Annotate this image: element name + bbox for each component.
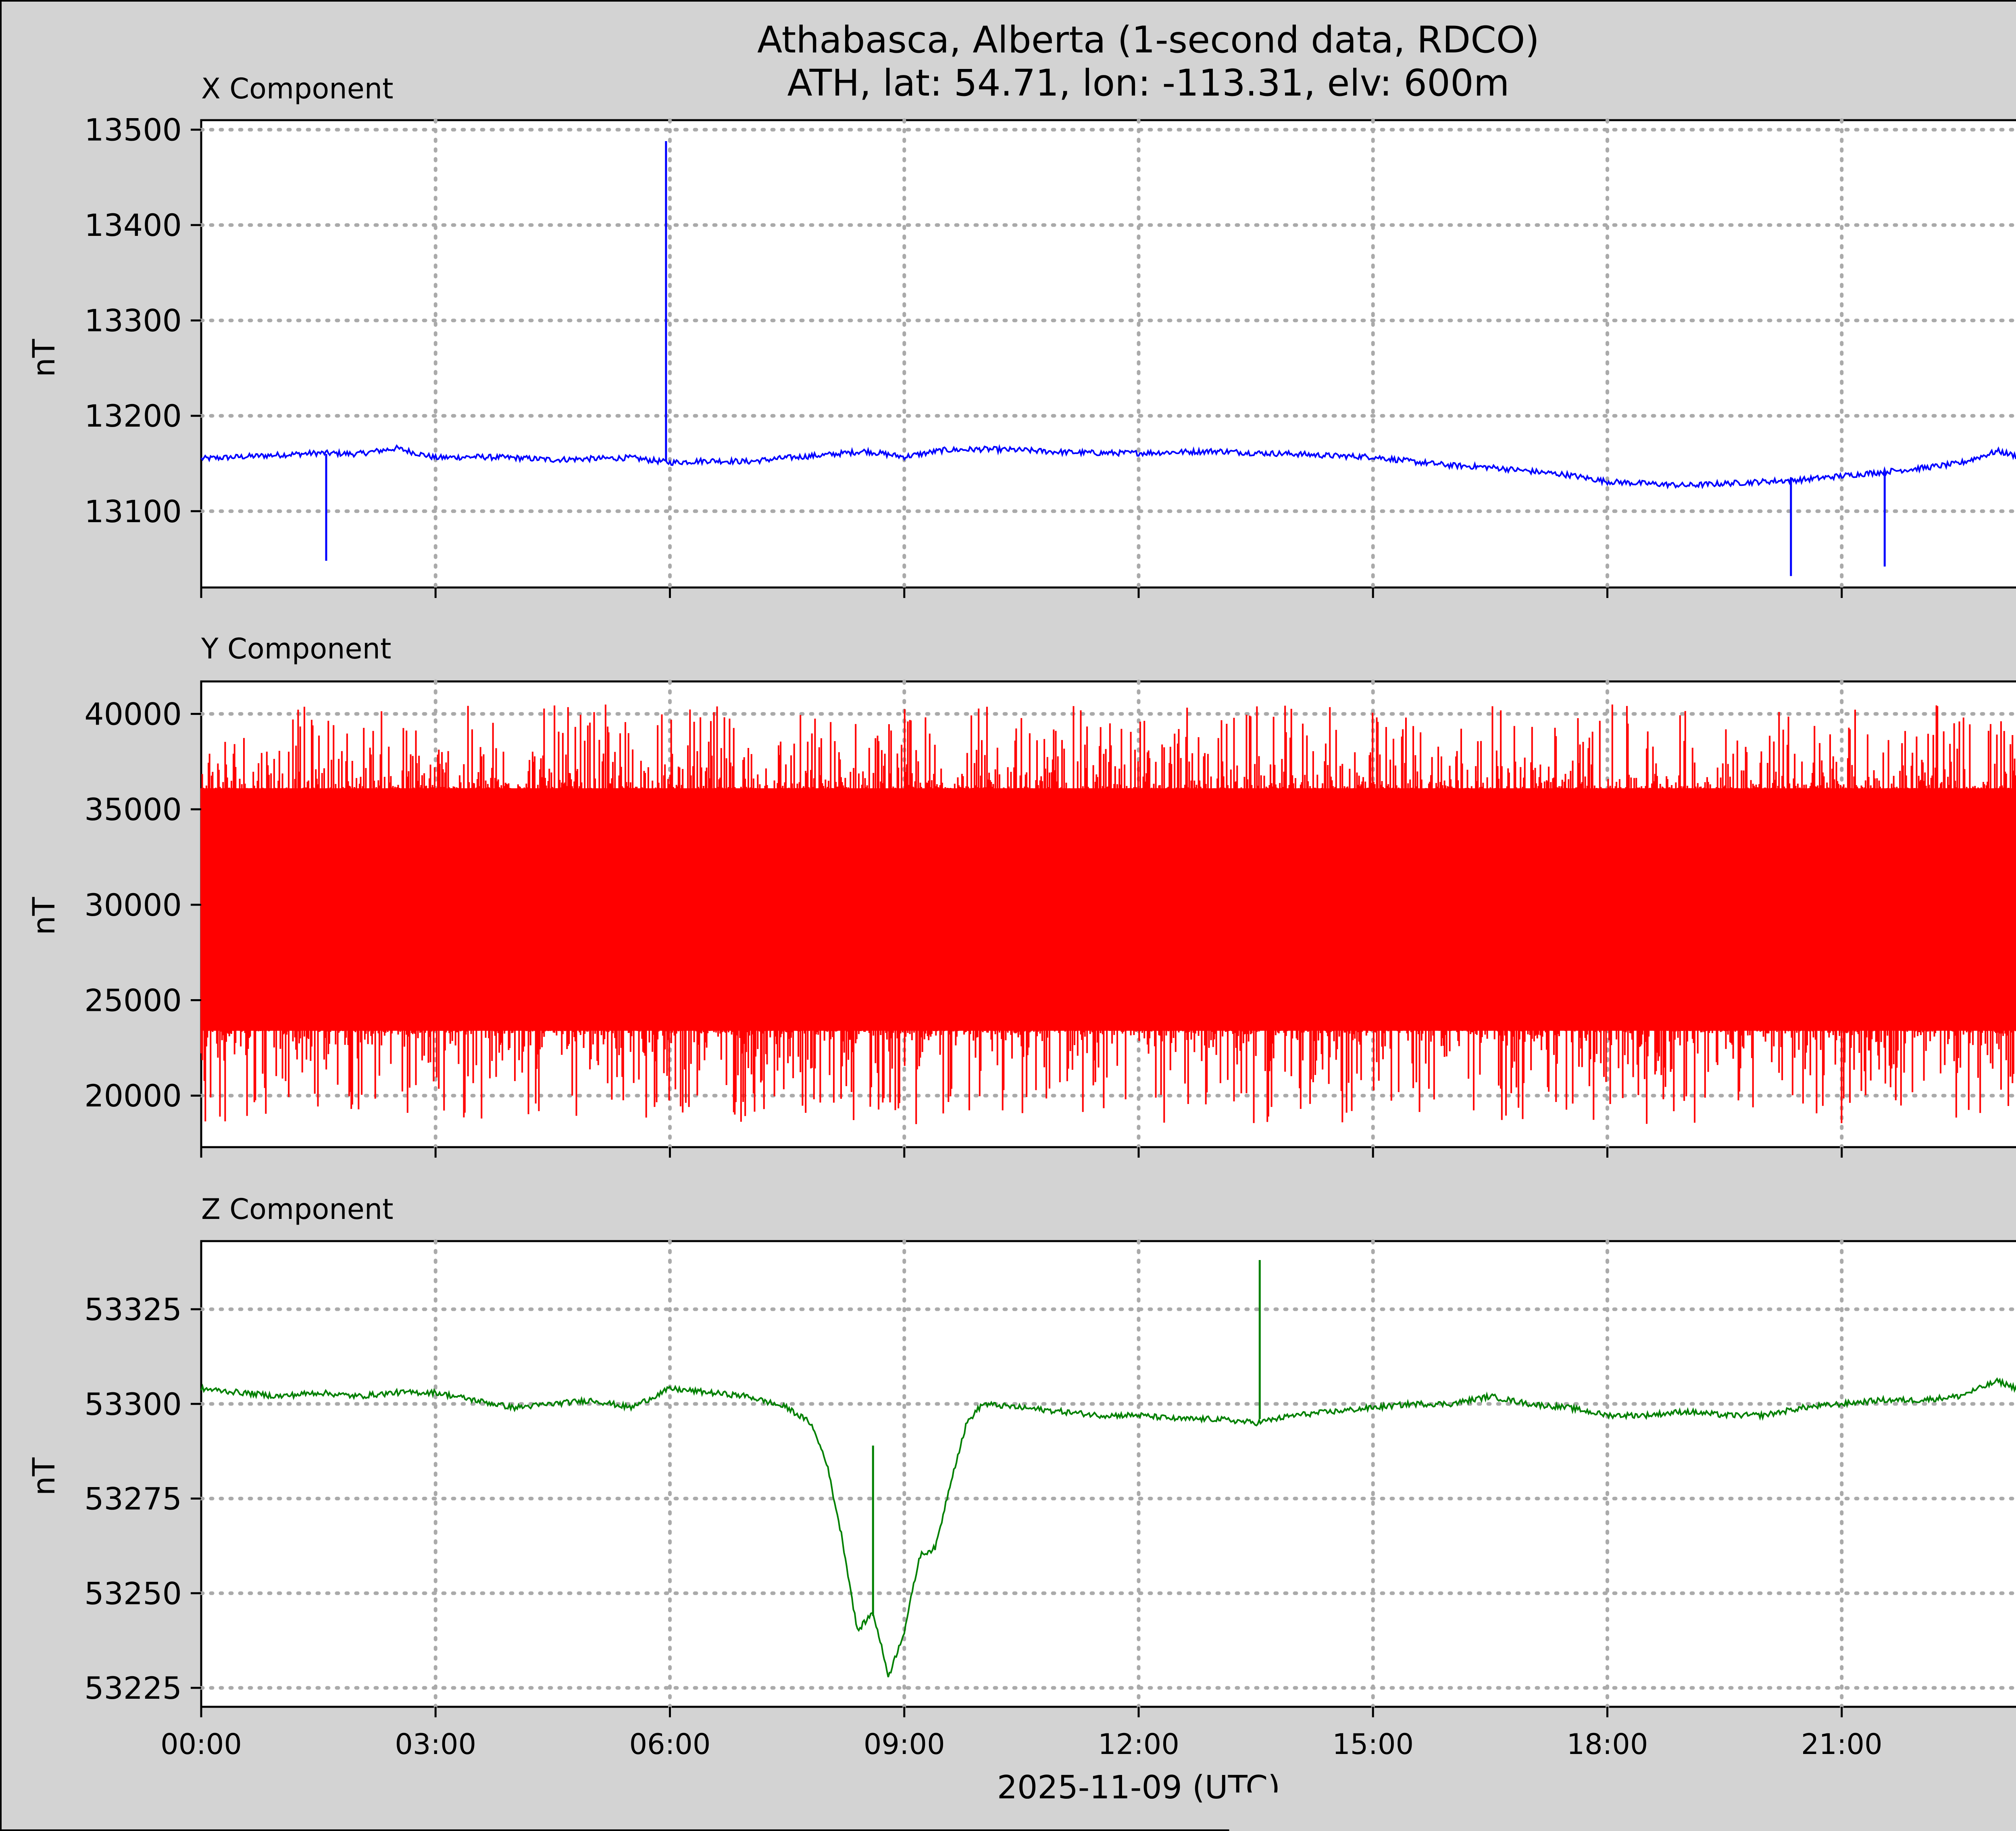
x-component-y-tick-label: 13100: [84, 494, 182, 529]
x-component-title: X Component: [201, 72, 394, 105]
x-tick-label: 06:00: [629, 1728, 711, 1761]
y-component-y-tick-label: 20000: [84, 1078, 182, 1114]
x-tick-label: 09:00: [864, 1728, 945, 1761]
z-component-y-tick-label: 53300: [84, 1386, 182, 1422]
x-component-panel: X Component nT 13100 13200 13300 13400 13500: [26, 72, 2016, 598]
z-component-panel: Z Component nT 53225 53250 53275 53300 53325: [26, 1193, 2016, 1717]
x-component-y-tick-label: 13500: [84, 112, 182, 148]
y-component-y-tick-label: 30000: [84, 887, 182, 923]
x-tick-label: 18:00: [1567, 1728, 1648, 1761]
y-component-panel: Y Component nT 20000 25000 30000 35000 40000: [26, 632, 2016, 1158]
z-component-y-tick-label: 53275: [84, 1481, 182, 1517]
x-axis-label: 2025-11-09 (UTC): [997, 1769, 1280, 1806]
x-component-y-tick-label: 13200: [84, 398, 182, 434]
y-component-title: Y Component: [201, 632, 391, 665]
x-component-ylabel: nT: [26, 339, 62, 377]
figure-title: Athabasca, Alberta (1-second data, RDCO): [757, 19, 1539, 61]
x-tick-label: 12:00: [1098, 1728, 1179, 1761]
y-component-y-tick-label: 25000: [84, 983, 182, 1019]
x-tick-label: 03:00: [395, 1728, 476, 1761]
x-tick-label: 15:00: [1332, 1728, 1414, 1761]
x-tick-label: 21:00: [1801, 1728, 1883, 1761]
y-component-ylabel: nT: [26, 897, 62, 935]
y-component-y-tick-label: 35000: [84, 792, 182, 827]
figure-subtitle: ATH, lat: 54.71, lon: -113.31, elv: 600m: [787, 62, 1509, 104]
y-component-y-tick-label: 40000: [84, 696, 182, 732]
x-component-y-tick-label: 13400: [84, 207, 182, 243]
x-component-plot-area: [201, 120, 2016, 587]
z-component-y-tick-label: 53250: [84, 1575, 182, 1611]
x-tick-label: 00:00: [160, 1728, 242, 1761]
x-component-y-tick-label: 13300: [84, 303, 182, 339]
z-component-title: Z Component: [201, 1193, 394, 1226]
z-component-y-tick-label: 53325: [84, 1291, 182, 1327]
z-component-y-tick-label: 53225: [84, 1670, 182, 1706]
z-component-ylabel: nT: [26, 1457, 62, 1496]
